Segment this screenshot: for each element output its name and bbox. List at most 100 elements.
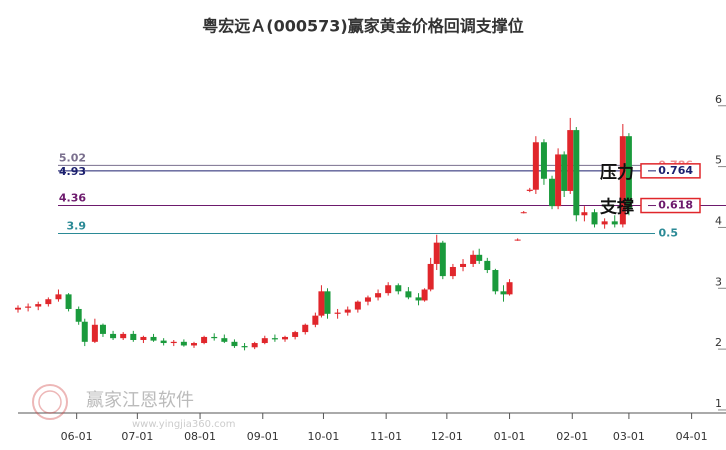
candle-body	[150, 336, 157, 341]
x-tick-label: 01-01	[494, 430, 526, 443]
x-tick-label: 09-01	[247, 430, 279, 443]
candle-body	[581, 212, 588, 216]
candle-body	[271, 338, 278, 340]
candle-body	[55, 294, 62, 300]
candle-body	[99, 324, 106, 334]
y-tick-label: 1	[715, 397, 722, 410]
candle-body	[201, 336, 208, 344]
candle-body	[492, 270, 499, 292]
level-price-label: 4.36	[59, 192, 86, 205]
candle-body	[591, 212, 598, 225]
candle-body	[476, 254, 483, 261]
candle-body	[395, 285, 402, 292]
candle-body	[81, 321, 88, 342]
candle-body	[130, 333, 137, 340]
x-tick-label: 04-01	[676, 430, 708, 443]
candle-body	[385, 285, 392, 294]
candle-body	[15, 307, 21, 310]
y-tick-label: 2	[715, 336, 722, 349]
candle-body	[555, 154, 562, 207]
ratio-label: 0.5	[659, 227, 679, 240]
candle-body	[506, 282, 513, 295]
candle-body	[514, 239, 521, 241]
candle-body	[439, 242, 446, 277]
candle-body	[484, 260, 491, 271]
candle-body	[449, 266, 456, 277]
candle-body	[500, 291, 507, 295]
candle-body	[460, 263, 467, 267]
candle-body	[190, 343, 197, 346]
candle-body	[364, 297, 371, 302]
candle-body	[427, 263, 434, 290]
candle-body	[318, 291, 325, 316]
candle-body	[211, 336, 218, 339]
candle-body	[421, 289, 428, 301]
candle-body	[180, 341, 187, 346]
candle-body	[120, 333, 127, 339]
candle-body	[561, 154, 568, 191]
x-tick-label: 03-01	[613, 430, 645, 443]
watermark: 赢家江恩软件	[86, 389, 194, 411]
candle-body	[170, 341, 177, 344]
candle-body	[520, 212, 527, 214]
ratio-box	[640, 197, 701, 214]
candle-body	[354, 301, 361, 310]
watermark-url: www.yingjia360.com	[132, 419, 236, 430]
candle-body	[221, 338, 228, 342]
candle-body	[110, 333, 117, 339]
candle-body	[91, 324, 98, 342]
candle-body	[292, 332, 299, 337]
candle-body	[344, 309, 351, 313]
level-price-label: 4.93	[59, 165, 86, 178]
x-tick-label: 07-01	[121, 430, 153, 443]
candle-body	[567, 130, 574, 191]
y-tick-label: 5	[715, 154, 722, 167]
candle-body	[45, 299, 52, 305]
candle-body	[470, 254, 477, 264]
watermark-logo	[32, 384, 68, 420]
candle-body	[312, 315, 319, 325]
candle-body	[601, 221, 608, 225]
x-tick-label: 12-01	[431, 430, 463, 443]
ratio-box	[640, 163, 701, 179]
candle-body	[140, 336, 147, 340]
y-tick-label: 4	[715, 214, 722, 227]
annotation: 支撑	[600, 197, 634, 218]
candle-body	[532, 142, 539, 190]
y-tick-label: 3	[715, 275, 722, 288]
candle-body	[282, 336, 289, 340]
candle-body	[302, 324, 309, 333]
candle-body	[433, 242, 440, 264]
candle-body	[261, 338, 268, 344]
level-price-label: 3.9	[67, 220, 87, 233]
y-tick-label: 6	[715, 93, 722, 106]
candle-body	[251, 343, 258, 348]
candle-body	[415, 297, 422, 301]
candle-body	[65, 294, 72, 309]
candle-body	[573, 130, 580, 216]
candle-body	[526, 189, 533, 191]
candle-body	[540, 142, 547, 179]
candle-body	[35, 304, 42, 307]
candle-body	[324, 291, 331, 314]
candle-body	[619, 136, 626, 225]
candle-body	[25, 306, 32, 308]
ratio-label: 0.618	[658, 199, 693, 212]
x-tick-label: 02-01	[556, 430, 588, 443]
x-tick-label: 11-01	[370, 430, 402, 443]
candle-body	[75, 308, 82, 322]
candle-body	[160, 340, 167, 344]
candle-body	[334, 312, 341, 314]
annotation: 压力	[600, 162, 634, 183]
chart-title: 粤宏远Ａ(000573)赢家黄金价格回调支撑位	[202, 17, 523, 36]
candle-body	[241, 346, 248, 348]
candle-body	[405, 291, 412, 298]
candle-body	[625, 136, 632, 210]
candle-body	[231, 341, 238, 347]
x-tick-label: 10-01	[307, 430, 339, 443]
candle-body	[549, 178, 556, 207]
candle-body	[375, 293, 382, 298]
x-tick-label: 08-01	[184, 430, 216, 443]
candle-body	[611, 221, 618, 225]
